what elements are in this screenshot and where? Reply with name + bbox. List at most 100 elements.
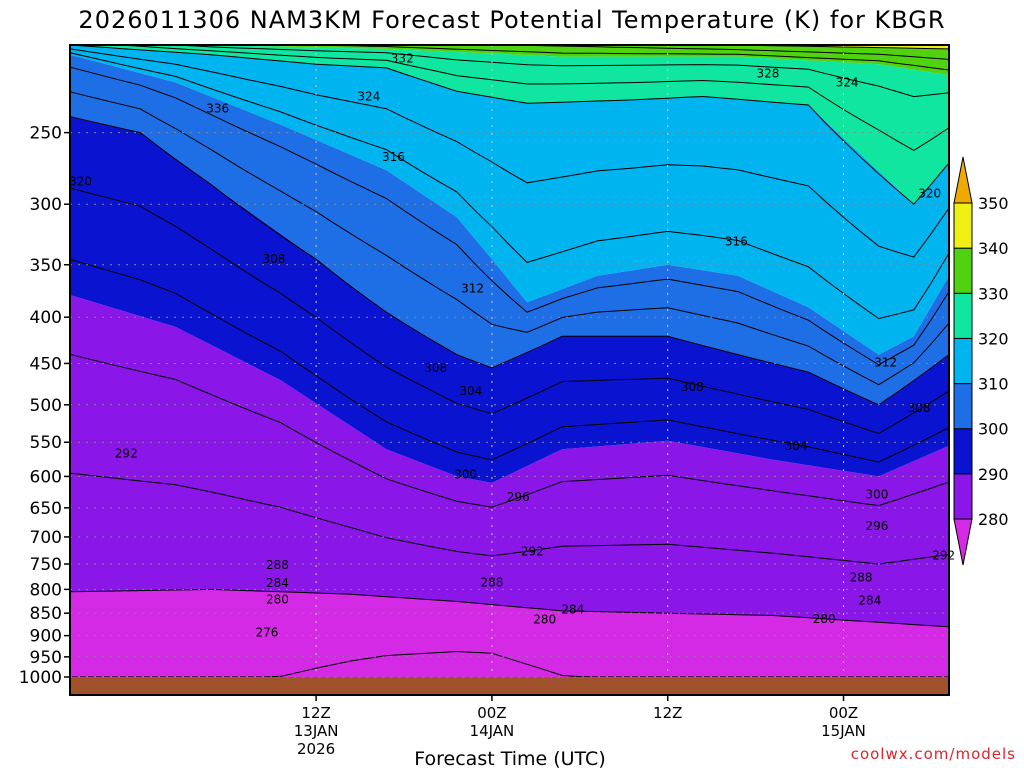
contour-line-312 bbox=[70, 52, 949, 320]
contour-line-328 bbox=[70, 45, 949, 98]
contour-label: 332 bbox=[391, 52, 414, 66]
y-tick-label: 400 bbox=[30, 308, 62, 328]
contour-label: 320 bbox=[918, 187, 941, 201]
contour-label: 292 bbox=[521, 544, 544, 558]
y-tick-label: 750 bbox=[30, 555, 62, 575]
contour-label: 292 bbox=[932, 549, 955, 563]
contour-line-300 bbox=[70, 116, 949, 406]
colorbar-label: 330 bbox=[978, 284, 1009, 303]
colorbar-segment bbox=[953, 202, 973, 249]
colorbar-label: 310 bbox=[978, 375, 1009, 394]
contour-label: 328 bbox=[756, 66, 779, 80]
y-tick-label: 350 bbox=[30, 256, 62, 276]
theta-band bbox=[70, 45, 949, 355]
contour-label: 300 bbox=[454, 467, 477, 481]
chart-title: 2026011306 NAM3KM Forecast Potential Tem… bbox=[78, 6, 945, 34]
colorbar-label: 350 bbox=[978, 194, 1009, 213]
contour-line-280 bbox=[70, 588, 949, 628]
contour-label: 324 bbox=[836, 75, 859, 89]
colorbar-label: 280 bbox=[978, 510, 1009, 529]
x-tick-label: 13JAN bbox=[294, 722, 339, 740]
y-tick-label: 550 bbox=[30, 433, 62, 453]
contour-label: 324 bbox=[357, 89, 380, 103]
contour-label: 308 bbox=[681, 380, 704, 394]
colorbar-segment bbox=[953, 337, 973, 385]
colorbar-segment bbox=[953, 292, 973, 339]
contour-label: 288 bbox=[850, 570, 873, 584]
y-tick-label: 650 bbox=[30, 499, 62, 519]
y-tick-label: 850 bbox=[30, 604, 62, 624]
contour-label: 308 bbox=[424, 361, 447, 375]
contour-line-292 bbox=[70, 258, 949, 463]
contour-label: 280 bbox=[533, 613, 556, 627]
contour-label: 336 bbox=[206, 101, 229, 115]
contour-label: 296 bbox=[865, 519, 888, 533]
y-tick-label: 250 bbox=[30, 124, 62, 144]
contour-line-320 bbox=[70, 45, 949, 205]
contour-label: 304 bbox=[785, 439, 808, 453]
contour-line-308 bbox=[70, 66, 949, 366]
x-tick-label: 12Z bbox=[301, 704, 330, 722]
contour-label: 312 bbox=[874, 356, 897, 370]
theta-band bbox=[70, 295, 949, 627]
contour-label: 292 bbox=[115, 446, 138, 460]
contour-label: 288 bbox=[266, 558, 289, 572]
y-tick-label: 300 bbox=[30, 195, 62, 215]
contour-label: 304 bbox=[459, 384, 482, 398]
contour-line-288 bbox=[70, 353, 949, 508]
contour-label: 280 bbox=[813, 612, 836, 626]
colorbar-label: 320 bbox=[978, 329, 1009, 348]
plot-area: 332 328 324 324 336 316 320 320 316 308 312 308 312 3… bbox=[69, 44, 955, 696]
contour-line-304 bbox=[70, 91, 949, 386]
y-tick-label: 600 bbox=[30, 467, 62, 487]
y-axis: 250 300 350 400 450 500 550 600 650 700 750 800 850 9… bbox=[19, 124, 70, 688]
y-tick-label: 1000 bbox=[19, 668, 62, 688]
contour-line-284 bbox=[70, 472, 949, 565]
contour-label: 312 bbox=[461, 282, 484, 296]
contour-line-324 bbox=[70, 45, 949, 151]
contour-label: 300 bbox=[865, 487, 888, 501]
x-tick-label: 15JAN bbox=[821, 722, 866, 740]
contour-label: 320 bbox=[69, 174, 92, 188]
y-tick-label: 900 bbox=[30, 627, 62, 647]
colorbar-segment bbox=[953, 383, 973, 430]
colorbar-label: 340 bbox=[978, 239, 1009, 258]
contour-label: 316 bbox=[725, 235, 748, 249]
y-tick-label: 700 bbox=[30, 528, 62, 548]
x-tick-label: 14JAN bbox=[470, 722, 515, 740]
x-tick-label: 00Z bbox=[829, 704, 858, 722]
plot-frame bbox=[69, 44, 950, 696]
contour-label: 288 bbox=[480, 575, 503, 589]
contour-line-340 bbox=[70, 45, 949, 50]
y-tick-label: 450 bbox=[30, 354, 62, 374]
contour-line-316 bbox=[70, 48, 949, 258]
y-tick-label: 800 bbox=[30, 580, 62, 600]
watermark: coolwx.com/models bbox=[851, 745, 1016, 763]
theta-band bbox=[70, 45, 949, 205]
contour-label: 316 bbox=[382, 150, 405, 164]
contour-label: 280 bbox=[266, 593, 289, 607]
theta-band bbox=[70, 116, 949, 483]
y-tick-label: 500 bbox=[30, 396, 62, 416]
x-tick-label: 00Z bbox=[477, 704, 506, 722]
theta-band bbox=[210, 45, 949, 76]
contour-label: 276 bbox=[255, 626, 278, 640]
contour-line-336 bbox=[70, 45, 949, 60]
colorbar-segment bbox=[953, 428, 973, 475]
colorbar-segment bbox=[953, 473, 973, 520]
contour-label: 308 bbox=[908, 401, 931, 415]
contour-line-296 bbox=[70, 187, 949, 435]
colorbar-low-triangle bbox=[953, 518, 973, 566]
theta-band bbox=[70, 589, 949, 677]
contour-label: 284 bbox=[561, 602, 584, 616]
contour-label: 296 bbox=[507, 490, 530, 504]
colorbar-high-triangle bbox=[953, 156, 973, 204]
x-axis-label: Forecast Time (UTC) bbox=[414, 748, 605, 768]
colorbar: 280 290 300 310 320 330 340 350 bbox=[953, 156, 1009, 566]
colorbar-label: 290 bbox=[978, 465, 1009, 484]
x-tick-label: 2026 bbox=[297, 740, 335, 758]
colorbar-segment bbox=[953, 247, 973, 294]
x-tick-label: 12Z bbox=[653, 704, 682, 722]
y-tick-label: 950 bbox=[30, 648, 62, 668]
